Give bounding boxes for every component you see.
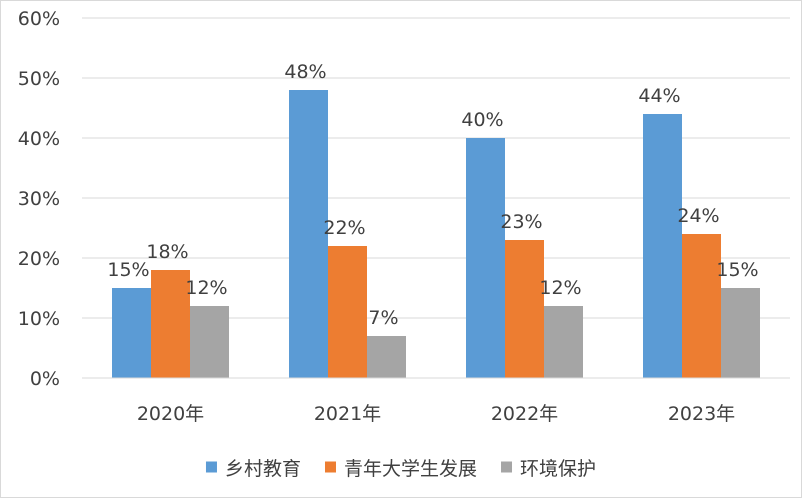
y-tick-label: 10% <box>18 308 60 330</box>
bar <box>190 306 229 378</box>
y-tick-label: 50% <box>18 68 60 90</box>
legend-label: 青年大学生发展 <box>344 458 477 480</box>
bar <box>643 114 682 378</box>
data-label: 12% <box>185 277 227 299</box>
x-category-label: 2021年 <box>314 403 381 425</box>
data-label: 44% <box>638 85 680 107</box>
y-tick-label: 0% <box>30 368 60 390</box>
y-tick-label: 30% <box>18 188 60 210</box>
data-label: 18% <box>146 241 188 263</box>
legend-label: 乡村教育 <box>225 458 301 480</box>
legend-item: 环境保护 <box>501 458 596 480</box>
data-label: 7% <box>368 307 398 329</box>
data-label: 12% <box>539 277 581 299</box>
x-axis-labels: 2020年 2021年 2022年 2023年 <box>137 403 735 425</box>
y-axis-ticks: 0% 10% 20% 30% 40% 50% 60% <box>18 8 60 390</box>
data-label: 23% <box>500 211 542 233</box>
bar <box>367 336 406 378</box>
data-label: 15% <box>107 259 149 281</box>
y-tick-label: 60% <box>18 8 60 30</box>
y-tick-label: 40% <box>18 128 60 150</box>
bar <box>289 90 328 378</box>
bar <box>682 234 721 378</box>
bar <box>151 270 190 378</box>
data-label: 48% <box>284 61 326 83</box>
bar <box>544 306 583 378</box>
bar <box>505 240 544 378</box>
bar <box>721 288 760 378</box>
x-category-label: 2023年 <box>668 403 735 425</box>
legend-label: 环境保护 <box>520 458 596 480</box>
legend-swatch <box>205 461 217 473</box>
bar <box>112 288 151 378</box>
bar <box>466 138 505 378</box>
x-category-label: 2020年 <box>137 403 204 425</box>
legend-item: 乡村教育 <box>205 458 301 480</box>
data-labels: 15%18%12%48%22%7%40%23%12%44%24%15% <box>107 61 758 329</box>
legend-swatch <box>501 461 513 473</box>
x-category-label: 2022年 <box>491 403 558 425</box>
data-label: 22% <box>323 217 365 239</box>
data-label: 15% <box>716 259 758 281</box>
data-label: 24% <box>677 205 719 227</box>
legend: 乡村教育 青年大学生发展 环境保护 <box>205 458 596 480</box>
bar <box>328 246 367 378</box>
y-tick-label: 20% <box>18 248 60 270</box>
data-label: 40% <box>461 109 503 131</box>
legend-item: 青年大学生发展 <box>324 458 477 480</box>
bars <box>112 90 760 378</box>
legend-swatch <box>324 461 336 473</box>
